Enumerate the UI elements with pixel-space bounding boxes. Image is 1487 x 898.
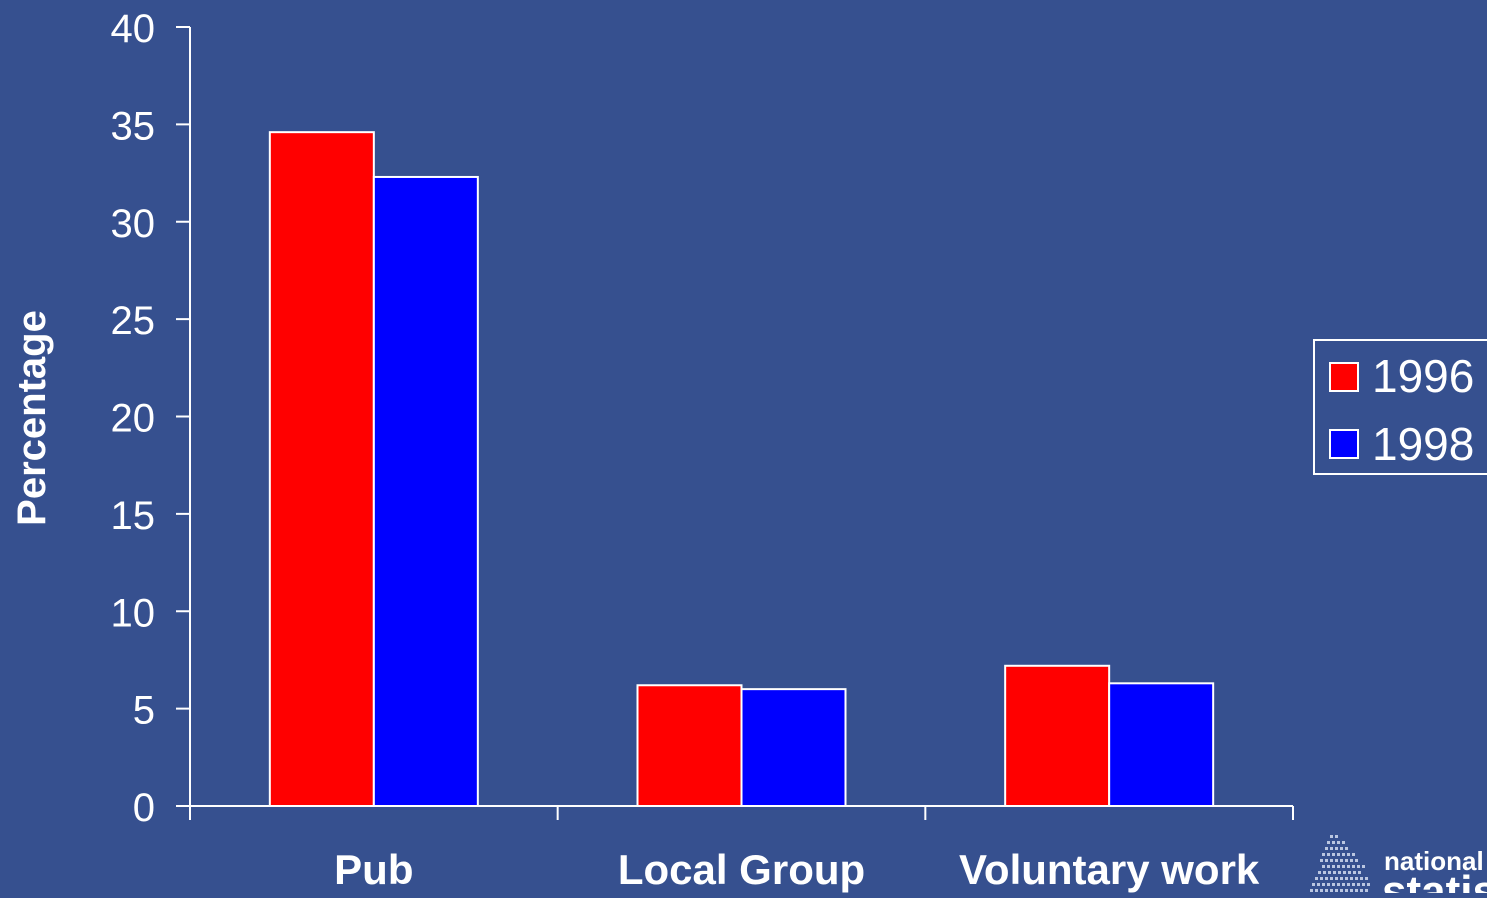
x-axis: Pub Local Group Voluntary work: [189, 805, 1294, 893]
national-statistics-logo: national statistics: [1310, 835, 1487, 898]
y-tick-label: 40: [111, 7, 156, 51]
y-tick-label: 0: [133, 786, 155, 830]
y-tick-label: 35: [111, 104, 156, 148]
bar-1996-voluntary-work: [1004, 664, 1111, 808]
legend-box: [1313, 339, 1487, 475]
uk-map-dots-icon: [1310, 835, 1370, 892]
logo-text-national: national: [1384, 846, 1484, 876]
bar-1998-voluntary-work: [1108, 682, 1215, 807]
y-tick-label: 30: [111, 202, 156, 246]
logo-text-statistics: statistics: [1382, 867, 1487, 893]
legend-swatch-1998: [1329, 429, 1359, 459]
bar-1996-pub: [268, 131, 375, 808]
y-tick-label: 25: [111, 299, 156, 343]
x-tick-label: Local Group: [618, 846, 865, 893]
y-axis-label: Percentage: [10, 310, 54, 526]
bar-1998-pub: [372, 175, 479, 807]
bar-1996-local-group: [636, 684, 743, 808]
y-tick-label: 5: [133, 689, 155, 733]
y-axis: 0 5 10 15 20 25 30 35 40: [111, 7, 191, 830]
bar-1998-local-group: [740, 688, 847, 808]
legend-swatch-1996: [1329, 362, 1359, 392]
y-tick-label: 10: [111, 591, 156, 635]
legend: 1996 1998: [1313, 339, 1487, 475]
bars-group: [268, 131, 1215, 808]
y-tick-label: 15: [111, 494, 156, 538]
x-tick-label: Pub: [334, 846, 413, 893]
x-tick-label: Voluntary work: [959, 846, 1260, 893]
legend-label-1996: 1996: [1372, 350, 1474, 402]
y-tick-label: 20: [111, 397, 156, 441]
legend-label-1998: 1998: [1372, 418, 1474, 470]
